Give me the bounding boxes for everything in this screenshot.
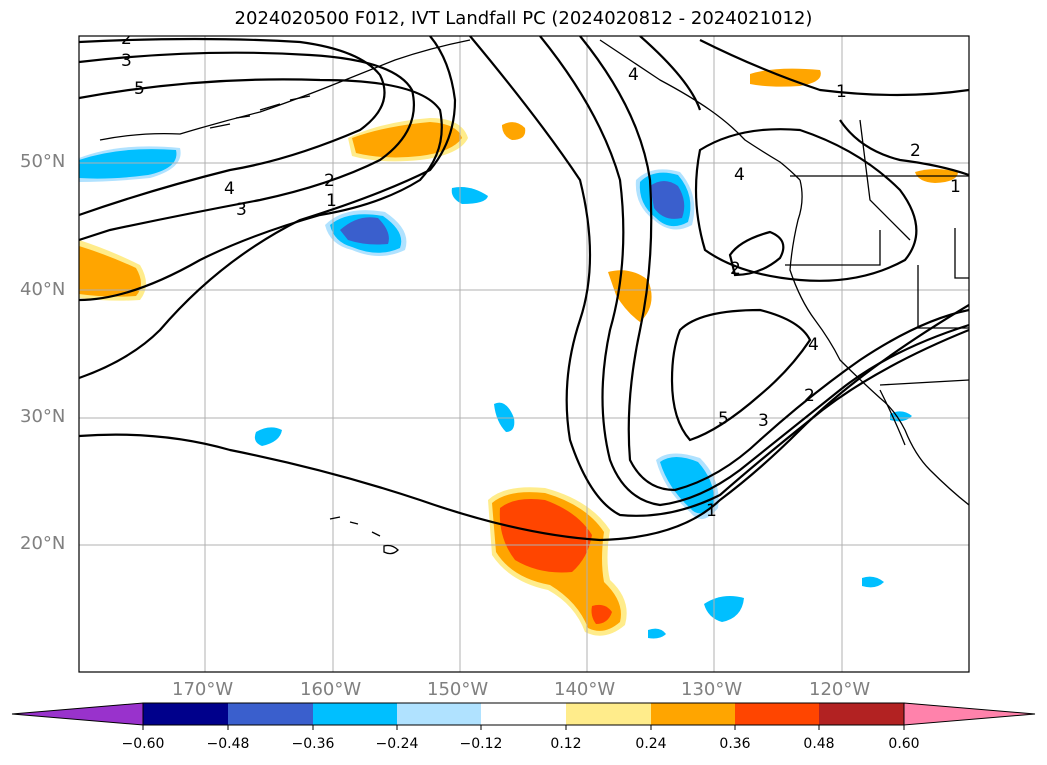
colorbar-tick-label: 0.60 xyxy=(888,736,920,752)
shading-navy xyxy=(340,217,389,245)
shading-blue xyxy=(79,149,177,179)
colorbar-segment xyxy=(819,703,904,725)
state-border xyxy=(785,230,881,266)
contour-line xyxy=(839,119,969,177)
colorbar-segment xyxy=(228,703,313,725)
contour-line xyxy=(699,39,969,97)
shading-blue xyxy=(494,402,515,432)
contour-label: 1 xyxy=(836,82,847,102)
contour-label: 4 xyxy=(808,335,819,355)
contour-line xyxy=(639,36,702,111)
shading-orange xyxy=(502,122,526,140)
colorbar-tick-label: −0.12 xyxy=(459,736,503,752)
lat-label: 20°N xyxy=(20,533,66,554)
shading-navy xyxy=(650,181,685,219)
lon-label: 140°W xyxy=(554,679,616,700)
contour-label: 3 xyxy=(758,411,769,431)
shading-blue xyxy=(704,596,744,622)
state-border xyxy=(859,119,911,241)
lon-label: 130°W xyxy=(681,679,743,700)
wa-or-ca-coast xyxy=(789,179,969,506)
contour-label: 5 xyxy=(134,79,145,99)
contour-line xyxy=(469,36,969,517)
colorbar-tick-label: 0.36 xyxy=(719,736,751,752)
colorbar-segment xyxy=(397,703,481,725)
contour-labels: 2 3 5 4 3 2 1 4 1 2 1 4 2 4 5 3 2 1 xyxy=(121,29,961,521)
contour-label: 2 xyxy=(910,141,921,161)
lat-label: 30°N xyxy=(20,406,66,427)
lat-label: 50°N xyxy=(20,151,66,172)
contour-line xyxy=(579,36,969,492)
contour-label: 2 xyxy=(324,171,335,191)
baja-coast xyxy=(879,389,906,446)
colorbar-tick-label: −0.48 xyxy=(206,736,250,752)
colorbar-segment xyxy=(566,703,651,725)
plot-frame xyxy=(78,35,970,673)
contour-label: 4 xyxy=(224,179,235,199)
colorbar-segment xyxy=(143,703,228,725)
contour-line xyxy=(79,51,416,242)
contour-line xyxy=(728,230,785,277)
colorbar-segment xyxy=(481,703,566,725)
lon-label: 160°W xyxy=(300,679,362,700)
shading-orange xyxy=(79,246,141,297)
shading-red xyxy=(499,499,592,573)
colorbar-segment xyxy=(651,703,735,725)
map-title: 2024020500 F012, IVT Landfall PC (202402… xyxy=(234,8,813,29)
contours xyxy=(79,36,969,542)
contour-line xyxy=(539,36,969,507)
alaska-coast xyxy=(99,39,471,141)
colorbar-tick-label: −0.24 xyxy=(375,736,419,752)
colorbar-tick-label: 0.48 xyxy=(803,736,835,752)
shading-patches xyxy=(79,68,958,639)
contour-line xyxy=(79,78,443,302)
colorbar-segment xyxy=(735,703,819,725)
coastlines xyxy=(99,39,969,555)
contour-label: 2 xyxy=(804,386,815,406)
bc-coast xyxy=(599,39,801,181)
colorbar-segment xyxy=(313,703,397,725)
colorbar xyxy=(11,702,1036,730)
colorbar-extend-left xyxy=(11,702,144,726)
contour-line xyxy=(79,37,386,217)
contour-line xyxy=(79,36,457,380)
colorbar-frame xyxy=(142,702,905,726)
contour-label: 3 xyxy=(236,200,247,220)
shading-blue xyxy=(254,427,282,446)
contour-line xyxy=(694,128,918,282)
contour-label: 3 xyxy=(121,51,132,71)
contour-label: 4 xyxy=(734,165,745,185)
colorbar-tick-label: −0.36 xyxy=(291,736,335,752)
contour-line xyxy=(670,308,812,442)
lon-label: 150°W xyxy=(427,679,489,700)
colorbar-extend-right xyxy=(903,702,1036,726)
hawaii-islands xyxy=(329,516,399,555)
shading-blue xyxy=(451,187,488,204)
shading-orange xyxy=(352,122,462,158)
shading-blue xyxy=(862,576,884,588)
lat-label: 40°N xyxy=(20,279,66,300)
shading-red xyxy=(591,604,612,624)
state-border xyxy=(954,228,969,279)
state-border xyxy=(917,265,969,329)
colorbar-tick-label: 0.12 xyxy=(550,736,582,752)
colorbar-tick-label: 0.24 xyxy=(635,736,667,752)
contour-label: 1 xyxy=(950,177,961,197)
shading-blue xyxy=(648,628,666,639)
lon-label: 170°W xyxy=(172,679,234,700)
contour-label: 4 xyxy=(628,65,639,85)
contour-label: 5 xyxy=(718,409,729,429)
contour-label: 2 xyxy=(121,29,132,49)
colorbar-tick-label: −0.60 xyxy=(121,736,165,752)
border-us-mexico xyxy=(879,379,969,386)
aleutian-islands xyxy=(209,95,311,129)
lon-label: 120°W xyxy=(809,679,871,700)
plot-area: 2 3 5 4 3 2 1 4 1 2 1 4 2 4 5 3 2 1 xyxy=(79,29,969,672)
contour-label: 1 xyxy=(706,501,717,521)
contour-label: 1 xyxy=(326,191,337,211)
contour-label: 2 xyxy=(730,259,741,279)
